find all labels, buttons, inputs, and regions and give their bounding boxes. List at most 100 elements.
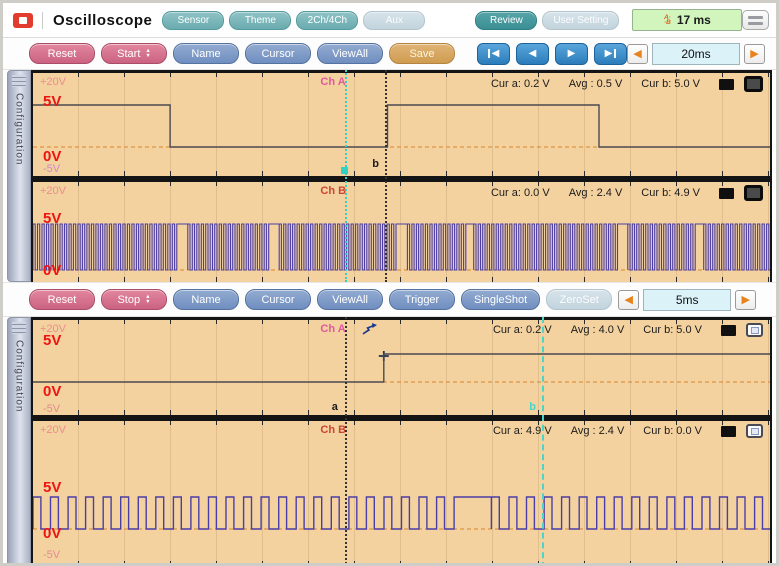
zeroset-button[interactable]: ZeroSet	[546, 289, 613, 310]
reset-label: Reset	[47, 47, 77, 60]
channel-mode-button[interactable]: 2Ch/4Ch	[296, 10, 359, 30]
scope-panels-bottom: +20V Ch A Cur a: 0.2 V Avg : 4.0 V Cur b…	[31, 317, 772, 563]
channel-color-swatch[interactable]	[719, 187, 734, 199]
name-button-bottom[interactable]: Name	[173, 289, 239, 310]
user-setting-button[interactable]: User Setting	[542, 10, 620, 30]
cursor-b-readout: Cur b: 5.0 V	[641, 78, 700, 90]
cursor-b-readout: Cur b: 5.0 V	[643, 324, 702, 336]
scope1-channel-b-panel: +20V Ch B Cur a: 0.0 V Avg : 2.4 V Cur b…	[33, 178, 770, 282]
timebase-value-top[interactable]: 20ms	[652, 42, 740, 65]
name-button-top[interactable]: Name	[173, 43, 239, 64]
readouts: Cur a: 4.9 V Avg : 2.4 V Cur b: 0.0 V	[493, 424, 763, 438]
menu-icon[interactable]	[742, 10, 770, 30]
channel-b-waveform	[33, 496, 770, 530]
v5-label: 5V	[43, 210, 62, 227]
cursor-ab-measure-icon: A· ·B	[663, 14, 671, 26]
cursor-label: Cursor	[261, 47, 295, 60]
channel-color-swatch[interactable]	[721, 324, 736, 336]
timebase-value-bottom[interactable]: 5ms	[643, 288, 732, 311]
toolbar-top: Reset Start ▲ ▼ Name Cursor ViewAll Save ◀…	[3, 38, 776, 70]
viewall-label: ViewAll	[332, 293, 368, 306]
zeroset-label: ZeroSet	[559, 293, 599, 306]
theme-button[interactable]: Theme	[229, 10, 292, 30]
vm5-label: -5V	[43, 403, 61, 415]
channel-display-toggle[interactable]	[744, 185, 763, 201]
reset-button-top[interactable]: Reset	[29, 43, 95, 64]
channel-display-toggle[interactable]	[744, 76, 763, 92]
grip-icon	[12, 322, 26, 334]
channel-b-waveform	[33, 223, 770, 271]
stop-button[interactable]: Stop ▲ ▼	[101, 289, 167, 310]
vm5-label: -5V	[43, 549, 61, 561]
v5-label: 5V	[43, 332, 62, 349]
channel-display-toggle[interactable]	[746, 424, 763, 438]
timebase-decrease-button-top[interactable]: ◀	[627, 43, 648, 64]
toolbar-bottom: Reset Stop ▲ ▼ Name Cursor ViewAll Trigger…	[3, 282, 776, 317]
scope-panels-top: +20V Ch A Cur a: 0.2 V Avg : 0.5 V Cur b…	[31, 70, 772, 282]
readouts: Cur a: 0.2 V Avg : 4.0 V Cur b: 5.0 V	[493, 323, 763, 337]
timebase-increase-button-bottom[interactable]: ▶	[735, 289, 757, 310]
title-bar: Oscilloscope Sensor Theme 2Ch/4Ch Aux Re…	[3, 3, 776, 38]
cursor-a-readout: Cur a: 0.0 V	[490, 187, 550, 199]
first-frame-button[interactable]: ◀	[477, 42, 510, 65]
configuration-tab-label: Configuration	[13, 93, 25, 166]
channel-title: Ch A	[320, 76, 346, 88]
trigger-point-icon	[362, 323, 377, 335]
readouts: Cur a: 0.2 V Avg : 0.5 V Cur b: 5.0 V	[491, 76, 763, 92]
cursor-button-bottom[interactable]: Cursor	[245, 289, 311, 310]
aux-button[interactable]: Aux	[363, 10, 426, 30]
cursor-a-readout: Cur a: 0.2 V	[490, 78, 550, 90]
scope-group-top: Configuration +20V Ch A Cur a: 0.2 V Avg…	[3, 70, 776, 282]
configuration-tab-top[interactable]: Configuration	[7, 70, 31, 282]
viewall-label: ViewAll	[332, 47, 368, 60]
cursor-a-readout: Cur a: 0.2 V	[492, 324, 552, 336]
cursor-measure-value: 17 ms	[676, 13, 711, 27]
singleshot-button[interactable]: SingleShot	[461, 289, 541, 310]
cursor-b-line[interactable]	[385, 70, 388, 282]
cursor-b-readout: Cur b: 0.0 V	[643, 425, 702, 437]
configuration-tab-label: Configuration	[13, 340, 25, 413]
v5-label: 5V	[43, 479, 62, 496]
previous-frame-button[interactable]: ◀	[516, 42, 549, 65]
v0-label: 0V	[43, 525, 62, 542]
channel-color-swatch[interactable]	[721, 425, 736, 437]
first-frame-icon	[487, 49, 490, 58]
app-title: Oscilloscope	[42, 11, 152, 29]
singleshot-label: SingleShot	[474, 293, 528, 306]
cursor-b-line[interactable]	[542, 317, 545, 563]
scope1-channel-a-panel: +20V Ch A Cur a: 0.2 V Avg : 0.5 V Cur b…	[33, 70, 770, 178]
name-label: Name	[191, 47, 221, 60]
next-frame-button[interactable]: ▶	[555, 42, 588, 65]
cursor-button-top[interactable]: Cursor	[245, 43, 311, 64]
cursor-a-line[interactable]	[344, 317, 347, 563]
channel-display-toggle[interactable]	[746, 323, 763, 337]
avg-readout: Avg : 2.4 V	[568, 187, 623, 199]
vm5-label: -5V	[43, 163, 61, 175]
cursor-a-line[interactable]	[344, 70, 347, 282]
last-frame-button[interactable]: ▶	[594, 42, 627, 65]
stop-label: Stop	[117, 293, 141, 306]
timebase-stepper-top: ◀ 20ms ▶	[627, 42, 765, 65]
scope-group-bottom: Configuration +20V Ch A Cur a: 0.2 V Avg…	[3, 317, 776, 563]
configuration-tab-bottom[interactable]: Configuration	[7, 317, 31, 563]
range-label: +20V	[40, 185, 66, 197]
viewall-button-bottom[interactable]: ViewAll	[317, 289, 383, 310]
save-button[interactable]: Save	[389, 43, 455, 64]
v0-label: 0V	[43, 148, 62, 165]
timebase-increase-button-top[interactable]: ▶	[744, 43, 765, 64]
review-button[interactable]: Review	[475, 10, 538, 30]
reset-button-bottom[interactable]: Reset	[29, 289, 95, 310]
range-label: +20V	[40, 76, 66, 88]
channel-color-swatch[interactable]	[719, 78, 734, 90]
app-icon	[13, 12, 33, 28]
sensor-button[interactable]: Sensor	[162, 10, 225, 30]
v0-label: 0V	[43, 262, 62, 279]
playback-controls: ◀ ◀ ▶ ▶	[477, 42, 627, 65]
v5-label: 5V	[43, 93, 62, 110]
timebase-decrease-button-bottom[interactable]: ◀	[618, 289, 640, 310]
viewall-button-top[interactable]: ViewAll	[317, 43, 383, 64]
trigger-button[interactable]: Trigger	[389, 289, 455, 310]
avg-readout: Avg : 0.5 V	[568, 78, 623, 90]
start-button[interactable]: Start ▲ ▼	[101, 43, 167, 64]
